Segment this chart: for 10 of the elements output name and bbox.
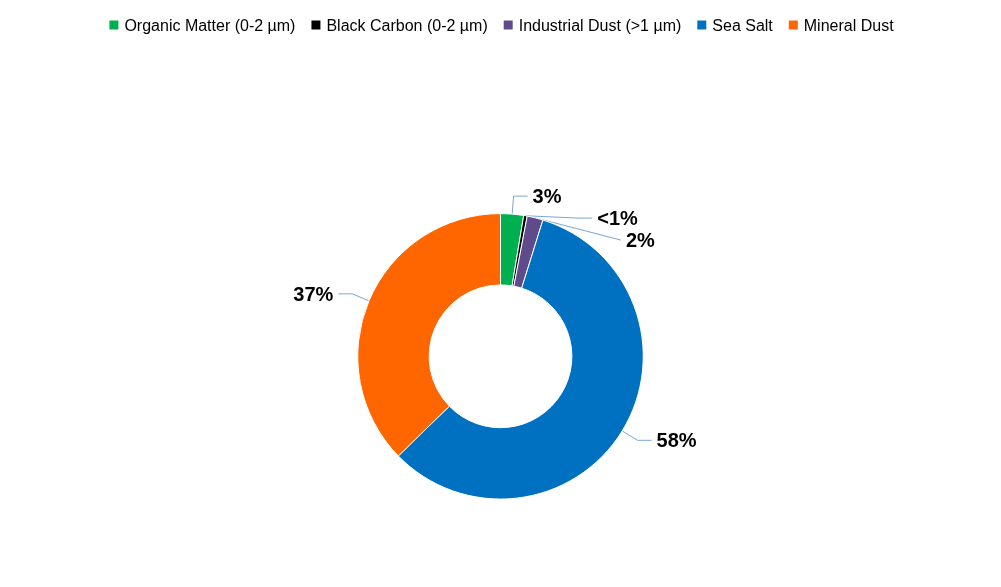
data-label: 58%: [656, 429, 697, 452]
data-label: <1%: [597, 207, 639, 230]
legend-label: Sea Salt: [712, 16, 774, 34]
data-label: 37%: [293, 282, 334, 305]
data-label: 2%: [625, 229, 656, 252]
legend-label: Industrial Dust (>1 µm): [518, 16, 682, 34]
legend-label: Mineral Dust: [803, 16, 895, 34]
legend-label: Black Carbon (0-2 µm): [326, 16, 488, 34]
data-label: 3%: [532, 185, 562, 208]
legend-label: Organic Matter (0-2 µm): [124, 16, 296, 34]
